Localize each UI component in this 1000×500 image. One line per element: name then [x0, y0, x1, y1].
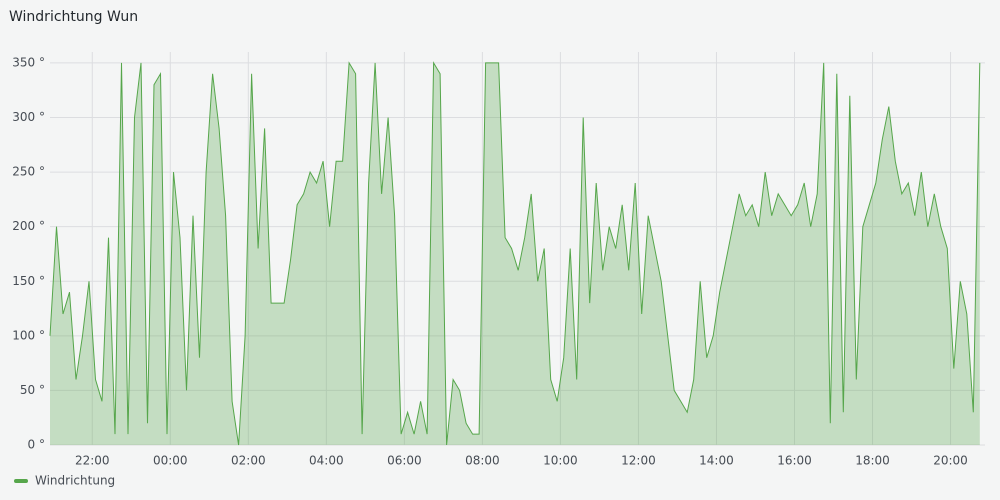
area-fill: [50, 62, 980, 446]
y-tick-label: 200 °: [12, 219, 45, 233]
x-tick-label: 12:00: [621, 454, 656, 468]
plot: [49, 61, 981, 446]
y-tick-label: 150 °: [12, 274, 45, 288]
legend-label[interactable]: Windrichtung: [35, 474, 115, 488]
legend[interactable]: Windrichtung: [14, 474, 115, 488]
y-tick-label: 0 °: [28, 438, 45, 452]
x-tick-label: 00:00: [153, 454, 188, 468]
y-tick-label: 250 °: [12, 165, 45, 179]
legend-swatch[interactable]: [14, 479, 28, 483]
y-tick-label: 100 °: [12, 328, 45, 342]
y-tick-label: 350 °: [12, 55, 45, 69]
x-tick-label: 14:00: [699, 454, 734, 468]
y-tick-label: 300 °: [12, 110, 45, 124]
x-tick-label: 18:00: [855, 454, 890, 468]
x-tick-label: 06:00: [387, 454, 422, 468]
x-tick-label: 02:00: [231, 454, 266, 468]
grid: 0 ° 50 ° 100 ° 150 ° 200 ° 250 ° 300 ° 350 ° 22:…: [12, 52, 985, 468]
x-tick-label: 20:00: [933, 454, 968, 468]
x-tick-label: 10:00: [543, 454, 578, 468]
x-tick-label: 04:00: [309, 454, 344, 468]
series-line: [49, 61, 981, 446]
x-tick-label: 08:00: [465, 454, 500, 468]
x-tick-label: 16:00: [777, 454, 812, 468]
y-tick-label: 50 °: [20, 383, 45, 397]
x-tick-label: 22:00: [75, 454, 110, 468]
panel-title: Windrichtung Wun: [9, 9, 138, 25]
